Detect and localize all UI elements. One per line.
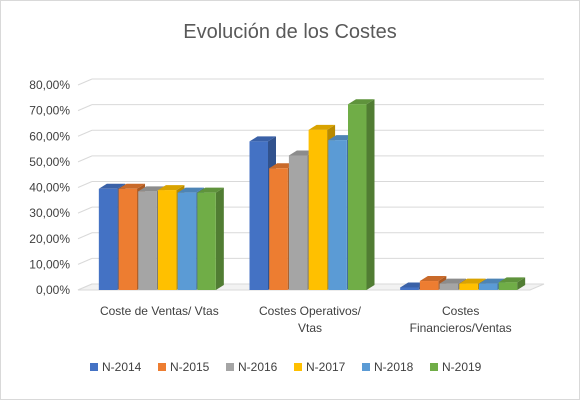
bar-front	[197, 192, 216, 290]
bar-front	[157, 190, 177, 290]
y-tick-label: 50,00%	[29, 155, 70, 169]
bar-side	[517, 277, 526, 290]
bar-top	[157, 185, 185, 191]
gridline	[77, 155, 93, 163]
bar-top	[439, 278, 467, 284]
legend-swatch	[90, 363, 98, 371]
bar-top	[348, 99, 375, 105]
x-tick-label: Costes Operativos/Vtas	[259, 304, 362, 335]
bar-top	[459, 278, 486, 284]
y-tick-label: 0,00%	[36, 283, 70, 297]
y-tick-label: 60,00%	[29, 129, 70, 143]
bar-side	[366, 99, 375, 290]
gridline	[77, 104, 93, 112]
legend-item: N-2017	[294, 360, 346, 374]
bar-front	[328, 140, 347, 290]
bar-N-2019-2	[498, 277, 526, 290]
y-tick-label: 30,00%	[29, 206, 70, 220]
x-tick-label: Coste de Ventas/ Vtas	[100, 304, 219, 318]
bar-front	[498, 282, 518, 290]
legend-item: N-2014	[90, 360, 142, 374]
legend-label: N-2018	[374, 360, 414, 374]
bar-front	[459, 283, 478, 290]
legend-item: N-2018	[362, 360, 414, 374]
x-tick-label: Costes Financieros/Ventas	[410, 304, 512, 335]
bar-front	[478, 283, 498, 290]
bar-top	[419, 276, 447, 282]
bar-front	[269, 168, 288, 290]
y-tick-label: 10,00%	[29, 257, 70, 271]
bar-front	[288, 155, 308, 290]
legend-label: N-2019	[442, 360, 482, 374]
bar-front	[249, 141, 268, 290]
bar-front	[98, 188, 118, 290]
legend-label: N-2016	[238, 360, 278, 374]
legend-label: N-2017	[306, 360, 346, 374]
legend-swatch	[294, 363, 302, 371]
gridline	[77, 257, 93, 265]
bar-side	[215, 187, 224, 290]
legend-item: N-2019	[430, 360, 482, 374]
bar-front	[138, 191, 157, 290]
bar-top	[177, 187, 205, 193]
bar-top	[498, 277, 526, 283]
y-tick-label: 40,00%	[29, 181, 70, 195]
bar-front	[177, 192, 197, 290]
bar-N-2019-0	[197, 187, 224, 290]
y-tick-label: 20,00%	[29, 232, 70, 246]
legend-swatch	[362, 363, 370, 371]
legend-label: N-2015	[170, 360, 210, 374]
bar-N-2019-1	[348, 99, 375, 290]
gridline	[77, 232, 93, 240]
gridline	[77, 206, 93, 214]
legend-swatch	[430, 363, 438, 371]
legend-swatch	[226, 363, 234, 371]
legend-label: N-2014	[102, 360, 142, 374]
bar-top	[197, 187, 224, 193]
bars	[98, 99, 526, 290]
gridline	[77, 181, 93, 188]
bar-front	[118, 188, 138, 290]
legend-item: N-2015	[158, 360, 210, 374]
legend-item: N-2016	[226, 360, 278, 374]
bar-front	[348, 104, 367, 290]
x-axis: Coste de Ventas/ Vtas Costes Operativos/V…	[100, 304, 512, 335]
bar-top	[249, 136, 276, 142]
gridline	[77, 78, 93, 86]
gridline	[77, 129, 93, 137]
bar-front	[439, 283, 459, 290]
chart-title: Evolución de los Costes	[183, 21, 396, 43]
bar-top	[118, 183, 146, 189]
bar-top	[98, 183, 126, 189]
bar-front	[400, 287, 419, 290]
y-tick-label: 70,00%	[29, 104, 70, 118]
bar-front	[419, 281, 439, 290]
legend: N-2014 N-2015 N-2016 N-2017 N-2018 N-2019	[90, 360, 482, 374]
bar-top	[308, 124, 336, 130]
y-tick-label: 80,00%	[29, 78, 70, 92]
y-axis: 0,00% 10,00% 20,00% 30,00% 40,00% 50,00% 60,00…	[29, 78, 70, 297]
legend-swatch	[158, 363, 166, 371]
bar-front	[308, 129, 328, 290]
